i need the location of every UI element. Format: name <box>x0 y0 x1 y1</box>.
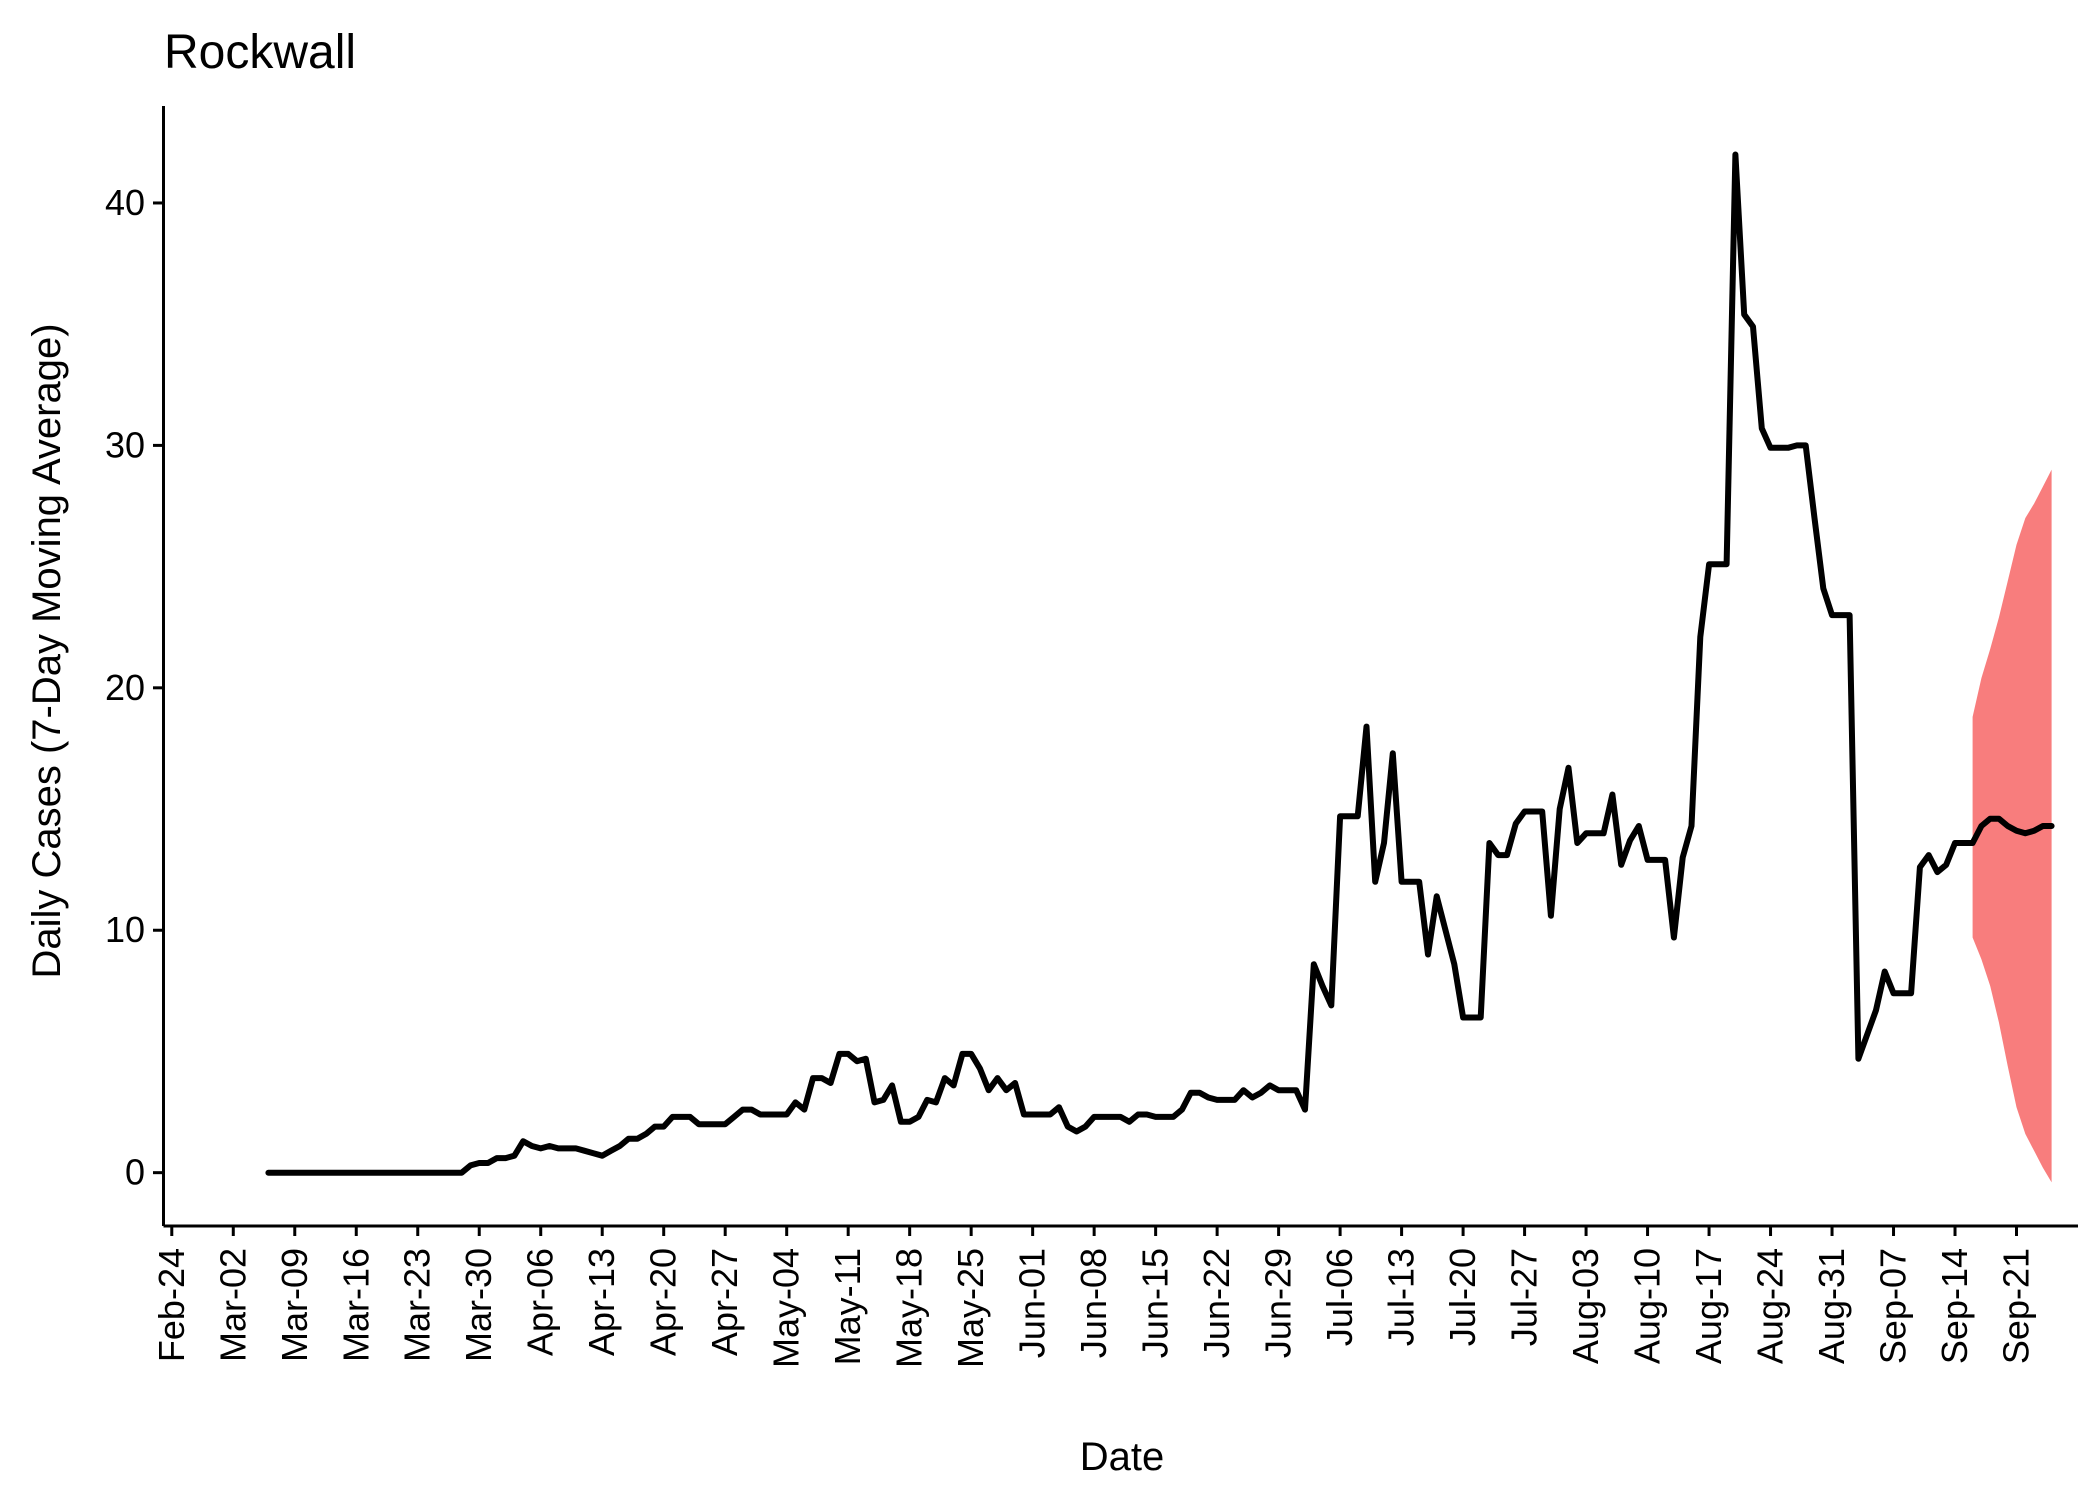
x-tick-label: Jul-20 <box>1442 1248 1483 1346</box>
y-axis-ticks: 0 10 20 30 40 <box>105 182 163 1193</box>
x-tick-label: Mar-30 <box>458 1248 499 1362</box>
x-tick-label: Jun-15 <box>1135 1248 1176 1358</box>
x-tick-label: Jun-22 <box>1196 1248 1237 1358</box>
x-tick-label: Mar-23 <box>397 1248 438 1362</box>
x-tick-label: May-04 <box>766 1248 807 1368</box>
x-tick-label: May-11 <box>827 1248 868 1365</box>
y-tick-label: 20 <box>105 667 145 708</box>
x-axis-title: Date <box>1080 1435 1165 1479</box>
series-line-group <box>265 151 2055 1176</box>
x-tick-label: Aug-10 <box>1627 1248 1668 1364</box>
x-axis-ticks: Feb-24 Mar-02 Mar-09 Mar-16 Mar-23 Mar-30 Apr-… <box>151 1226 2037 1368</box>
x-tick-label: Mar-02 <box>212 1248 253 1362</box>
x-tick-label: Aug-17 <box>1688 1248 1729 1364</box>
x-tick-label: Jul-13 <box>1381 1248 1422 1346</box>
chart-title: Rockwall <box>164 26 356 79</box>
x-tick-label: Jun-29 <box>1258 1248 1299 1358</box>
x-tick-label: Aug-03 <box>1565 1248 1606 1364</box>
y-tick-label: 30 <box>105 424 145 465</box>
x-tick-label: Jul-06 <box>1319 1248 1360 1346</box>
y-axis-title: Daily Cases (7-Day Moving Average) <box>25 323 69 978</box>
x-tick-label: Aug-31 <box>1811 1248 1852 1364</box>
x-tick-label: Sep-14 <box>1934 1248 1975 1364</box>
x-tick-label: Sep-07 <box>1873 1248 1914 1364</box>
x-tick-label: Apr-20 <box>643 1248 684 1356</box>
x-tick-label: May-25 <box>950 1248 991 1368</box>
x-tick-label: Jun-01 <box>1012 1248 1053 1358</box>
x-tick-label: Aug-24 <box>1750 1248 1791 1364</box>
y-tick-label: 0 <box>125 1152 145 1193</box>
y-tick-label: 10 <box>105 909 145 950</box>
x-tick-label: Jun-08 <box>1073 1248 1114 1358</box>
x-tick-label: Apr-13 <box>581 1248 622 1356</box>
x-tick-label: Mar-09 <box>274 1248 315 1362</box>
series-line <box>265 151 2055 1176</box>
y-tick-label: 40 <box>105 182 145 223</box>
x-tick-label: Jul-27 <box>1504 1248 1545 1346</box>
x-tick-label: Apr-27 <box>704 1248 745 1356</box>
x-tick-label: Feb-24 <box>151 1248 192 1362</box>
x-tick-label: Mar-16 <box>335 1248 376 1362</box>
x-tick-label: Sep-21 <box>1996 1248 2037 1364</box>
x-tick-label: May-18 <box>889 1248 930 1368</box>
x-tick-label: Apr-06 <box>520 1248 561 1356</box>
